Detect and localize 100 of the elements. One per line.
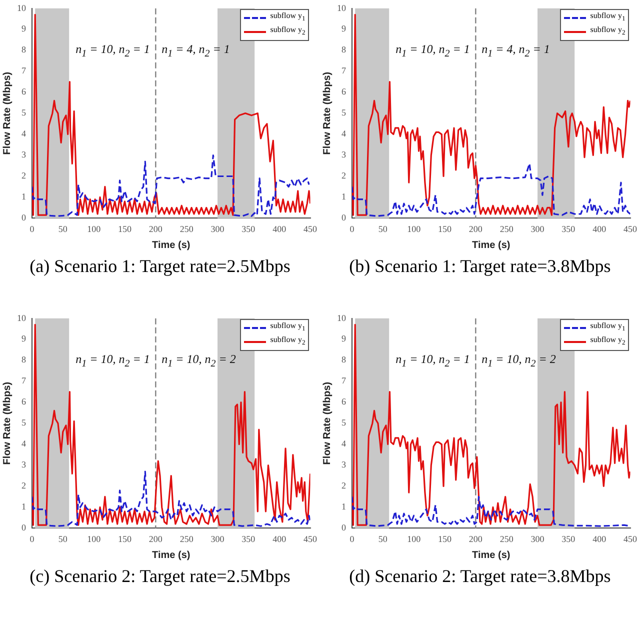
legend-label: subflow y$_{2}$ <box>270 24 306 39</box>
y-tick-label: 9 <box>22 24 26 34</box>
y-tick-label: 7 <box>22 376 26 386</box>
x-tick-label: 300 <box>530 534 545 544</box>
legend-label: subflow y$_{1}$ <box>270 321 306 335</box>
y-tick-label: 3 <box>342 460 346 470</box>
x-axis-title: Time (s) <box>152 550 190 561</box>
x-tick-label: 450 <box>304 534 318 544</box>
y-axis-title: Flow Rate (Mbps) <box>322 382 333 465</box>
x-tick-label: 250 <box>500 534 514 544</box>
annotation: n$_{1}$ = 10, n$_{2}$ = 1 <box>76 352 150 370</box>
y-tick-label: 2 <box>22 480 26 491</box>
y-axis-title: Flow Rate (Mbps) <box>2 382 13 465</box>
x-tick-label: 100 <box>87 534 102 544</box>
y-tick-label: 10 <box>337 2 346 13</box>
y-tick-label: 6 <box>22 86 26 97</box>
y-tick-label: 8 <box>22 354 26 365</box>
y-tick-label: 0 <box>342 522 346 533</box>
x-tick-label: 150 <box>118 534 132 544</box>
y-tick-label: 6 <box>22 396 26 407</box>
y-tick-label: 10 <box>17 2 26 13</box>
y-tick-label: 2 <box>342 480 346 491</box>
x-tick-label: 150 <box>118 224 132 234</box>
x-tick-label: 450 <box>624 224 638 234</box>
x-tick-label: 250 <box>180 224 194 234</box>
annotation: n$_{1}$ = 10, n$_{2}$ = 1 <box>396 352 470 370</box>
x-tick-label: 0 <box>30 534 35 544</box>
y-tick-label: 8 <box>342 354 346 365</box>
x-tick-label: 200 <box>468 534 483 544</box>
y-tick-label: 4 <box>22 438 26 449</box>
y-tick-label: 5 <box>22 418 26 428</box>
text: (b) Scenario 1: Target rate=3.8Mbps <box>348 256 612 277</box>
y-tick-label: 1 <box>342 192 346 202</box>
x-tick-label: 100 <box>407 534 422 544</box>
x-tick-label: 0 <box>30 224 35 234</box>
x-tick-label: 150 <box>438 534 452 544</box>
x-axis-title: Time (s) <box>472 240 510 251</box>
annotation: n$_{1}$ = 10, n$_{2}$ = 2 <box>162 352 236 370</box>
y-tick-label: 6 <box>342 86 346 97</box>
y-tick-label: 10 <box>17 312 26 323</box>
x-tick-label: 300 <box>530 224 545 234</box>
legend-label: subflow y$_{1}$ <box>590 321 626 335</box>
y-tick-label: 7 <box>342 66 346 76</box>
x-tick-label: 200 <box>148 224 163 234</box>
y-tick-label: 2 <box>342 170 346 181</box>
x-tick-label: 350 <box>562 224 576 234</box>
y-tick-label: 3 <box>22 150 26 160</box>
y-tick-label: 0 <box>22 212 26 223</box>
y-tick-label: 1 <box>22 192 26 202</box>
x-tick-label: 100 <box>407 224 422 234</box>
y-axis-title: Flow Rate (Mbps) <box>2 72 13 155</box>
x-tick-label: 0 <box>350 534 355 544</box>
x-tick-label: 350 <box>242 224 256 234</box>
legend-label: subflow y$_{2}$ <box>590 24 626 39</box>
annotation: n$_{1}$ = 10, n$_{2}$ = 1 <box>396 42 470 60</box>
y-tick-label: 0 <box>342 212 346 223</box>
x-axis-title: Time (s) <box>152 240 190 251</box>
legend-label: subflow y$_{1}$ <box>270 11 306 25</box>
y-tick-label: 4 <box>342 438 346 449</box>
y-tick-label: 7 <box>342 376 346 386</box>
y-tick-label: 4 <box>22 128 26 139</box>
x-tick-label: 250 <box>500 224 514 234</box>
x-tick-label: 450 <box>304 224 318 234</box>
y-tick-label: 9 <box>342 334 346 344</box>
x-tick-label: 150 <box>438 224 452 234</box>
y-tick-label: 6 <box>342 396 346 407</box>
x-tick-label: 400 <box>272 224 287 234</box>
y-tick-label: 2 <box>22 170 26 181</box>
y-tick-label: 5 <box>342 108 346 118</box>
x-tick-label: 300 <box>210 534 225 544</box>
x-tick-label: 200 <box>148 534 163 544</box>
x-tick-label: 250 <box>180 534 194 544</box>
y-tick-label: 8 <box>342 44 346 55</box>
x-tick-label: 50 <box>58 224 68 234</box>
x-tick-label: 200 <box>468 224 483 234</box>
text: (d) Scenario 2: Target rate=3.8Mbps <box>348 566 612 587</box>
x-tick-label: 400 <box>592 534 607 544</box>
y-tick-label: 8 <box>22 44 26 55</box>
y-tick-label: 1 <box>22 502 26 512</box>
text: (c) Scenario 2: Target rate=2.5Mbps <box>28 566 292 587</box>
x-tick-label: 300 <box>210 224 225 234</box>
legend-label: subflow y$_{2}$ <box>590 334 626 349</box>
y-tick-label: 5 <box>342 418 346 428</box>
annotation: n$_{1}$ = 10, n$_{2}$ = 1 <box>76 42 150 60</box>
x-tick-label: 400 <box>592 224 607 234</box>
annotation: n$_{1}$ = 4, n$_{2}$ = 1 <box>482 42 550 60</box>
annotation: n$_{1}$ = 4, n$_{2}$ = 1 <box>162 42 230 60</box>
y-tick-label: 10 <box>337 312 346 323</box>
legend-label: subflow y$_{2}$ <box>270 334 306 349</box>
x-tick-label: 0 <box>350 224 355 234</box>
x-tick-label: 450 <box>624 534 638 544</box>
y-axis-title: Flow Rate (Mbps) <box>322 72 333 155</box>
x-tick-label: 50 <box>378 224 388 234</box>
x-tick-label: 50 <box>378 534 388 544</box>
x-tick-label: 100 <box>87 224 102 234</box>
y-tick-label: 1 <box>342 502 346 512</box>
legend-label: subflow y$_{1}$ <box>590 11 626 25</box>
x-axis-title: Time (s) <box>472 550 510 561</box>
x-tick-label: 400 <box>272 534 287 544</box>
y-tick-label: 3 <box>342 150 346 160</box>
